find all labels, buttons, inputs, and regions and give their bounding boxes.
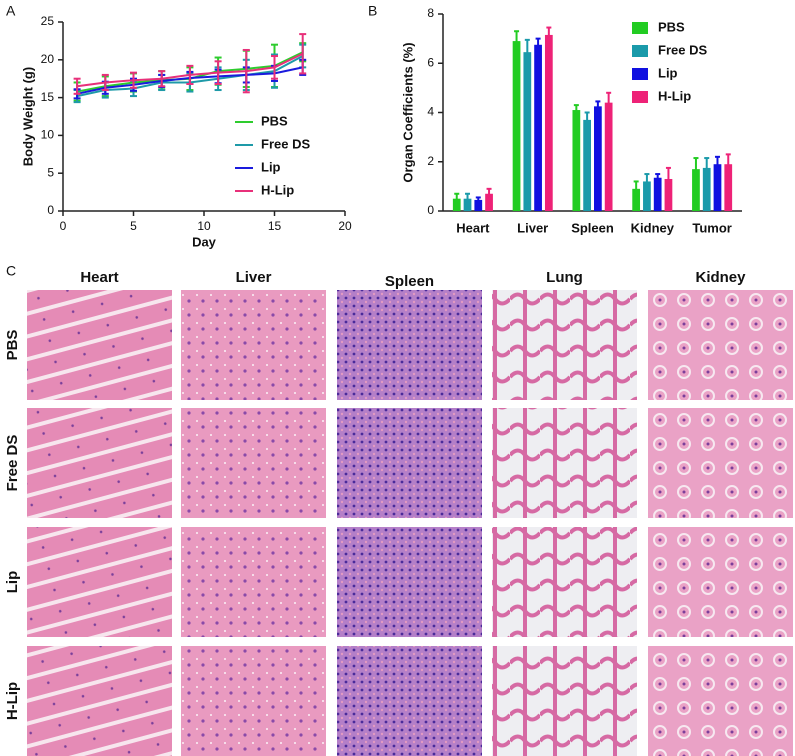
bar <box>604 102 613 211</box>
y-tick-label: 20 <box>41 52 55 66</box>
x-tick-label: Kidney <box>631 220 675 235</box>
bar <box>713 164 722 211</box>
bar <box>544 34 553 212</box>
bar <box>692 169 700 211</box>
x-axis-label: Day <box>192 234 217 249</box>
histology-image <box>648 408 793 518</box>
column-header: Liver <box>236 269 272 286</box>
bar <box>643 181 651 211</box>
bar <box>474 199 483 211</box>
x-tick-label: Liver <box>517 220 548 235</box>
histology-image <box>337 527 482 637</box>
histology-image <box>648 527 793 637</box>
legend-swatch <box>632 68 648 80</box>
bar <box>653 177 662 211</box>
y-tick-label: 0 <box>47 203 54 217</box>
panel-label: A <box>6 3 16 19</box>
row-label: PBS <box>4 330 21 361</box>
y-tick-label: 15 <box>41 90 55 104</box>
legend-label: Lip <box>658 65 678 80</box>
y-tick-label: 2 <box>427 154 434 168</box>
bar <box>724 164 733 211</box>
histology-image <box>648 290 793 400</box>
x-tick-label: 10 <box>197 219 211 233</box>
histology-image <box>337 290 482 400</box>
row-label: H-Lip <box>4 682 21 720</box>
histology-image <box>337 408 482 518</box>
legend-label: H-Lip <box>658 88 691 103</box>
legend-swatch <box>632 45 648 57</box>
column-header: Heart <box>80 269 118 286</box>
bar <box>452 198 461 211</box>
bar <box>583 119 591 211</box>
histology-image <box>492 408 637 518</box>
legend-label: H-Lip <box>261 182 294 197</box>
histology-image <box>337 646 482 756</box>
histology-image <box>492 646 637 756</box>
bar <box>534 44 542 211</box>
legend-swatch <box>632 91 648 103</box>
column-header: Spleen <box>385 273 434 290</box>
bar <box>664 178 673 211</box>
bar <box>523 52 532 212</box>
legend-label: Lip <box>261 159 281 174</box>
panel-label: B <box>368 3 377 19</box>
y-tick-label: 4 <box>427 105 434 119</box>
bar <box>463 198 472 211</box>
x-tick-label: Tumor <box>692 220 731 235</box>
x-tick-label: 20 <box>338 219 352 233</box>
y-tick-label: 6 <box>427 55 434 69</box>
histology-image <box>648 646 793 756</box>
legend-swatch <box>632 22 648 34</box>
histology-image <box>27 527 172 637</box>
histology-image <box>181 290 326 400</box>
y-tick-label: 8 <box>427 6 434 20</box>
bar <box>702 167 711 211</box>
legend-label: PBS <box>261 113 288 128</box>
bar <box>632 188 641 211</box>
bar <box>594 106 602 211</box>
y-axis-label: Body Weight (g) <box>20 67 35 166</box>
histology-image <box>492 290 637 400</box>
x-tick-label: 5 <box>130 219 137 233</box>
x-tick-label: Heart <box>456 220 490 235</box>
histology-image <box>181 408 326 518</box>
y-tick-label: 10 <box>41 128 55 142</box>
y-tick-label: 25 <box>41 14 55 28</box>
y-tick-label: 0 <box>427 203 434 217</box>
panel-label: C <box>6 263 16 279</box>
histology-image <box>27 408 172 518</box>
histology-image <box>27 646 172 756</box>
y-axis-label: Organ Coefficients (%) <box>400 42 415 182</box>
histology-image <box>27 290 172 400</box>
x-tick-label: 15 <box>268 219 282 233</box>
legend-label: Free DS <box>658 42 707 57</box>
bar <box>512 41 521 212</box>
x-tick-label: Spleen <box>571 220 614 235</box>
y-tick-label: 5 <box>47 165 54 179</box>
x-tick-label: 0 <box>60 219 67 233</box>
bar <box>485 193 493 211</box>
bar <box>572 110 581 211</box>
histology-image <box>181 646 326 756</box>
histology-image <box>181 527 326 637</box>
legend-label: PBS <box>658 19 685 34</box>
row-label: Lip <box>4 571 21 594</box>
column-header: Lung <box>546 269 583 286</box>
row-label: Free DS <box>4 435 21 492</box>
legend-label: Free DS <box>261 136 310 151</box>
column-header: Kidney <box>695 269 746 286</box>
histology-image <box>492 527 637 637</box>
series-line <box>76 52 304 88</box>
